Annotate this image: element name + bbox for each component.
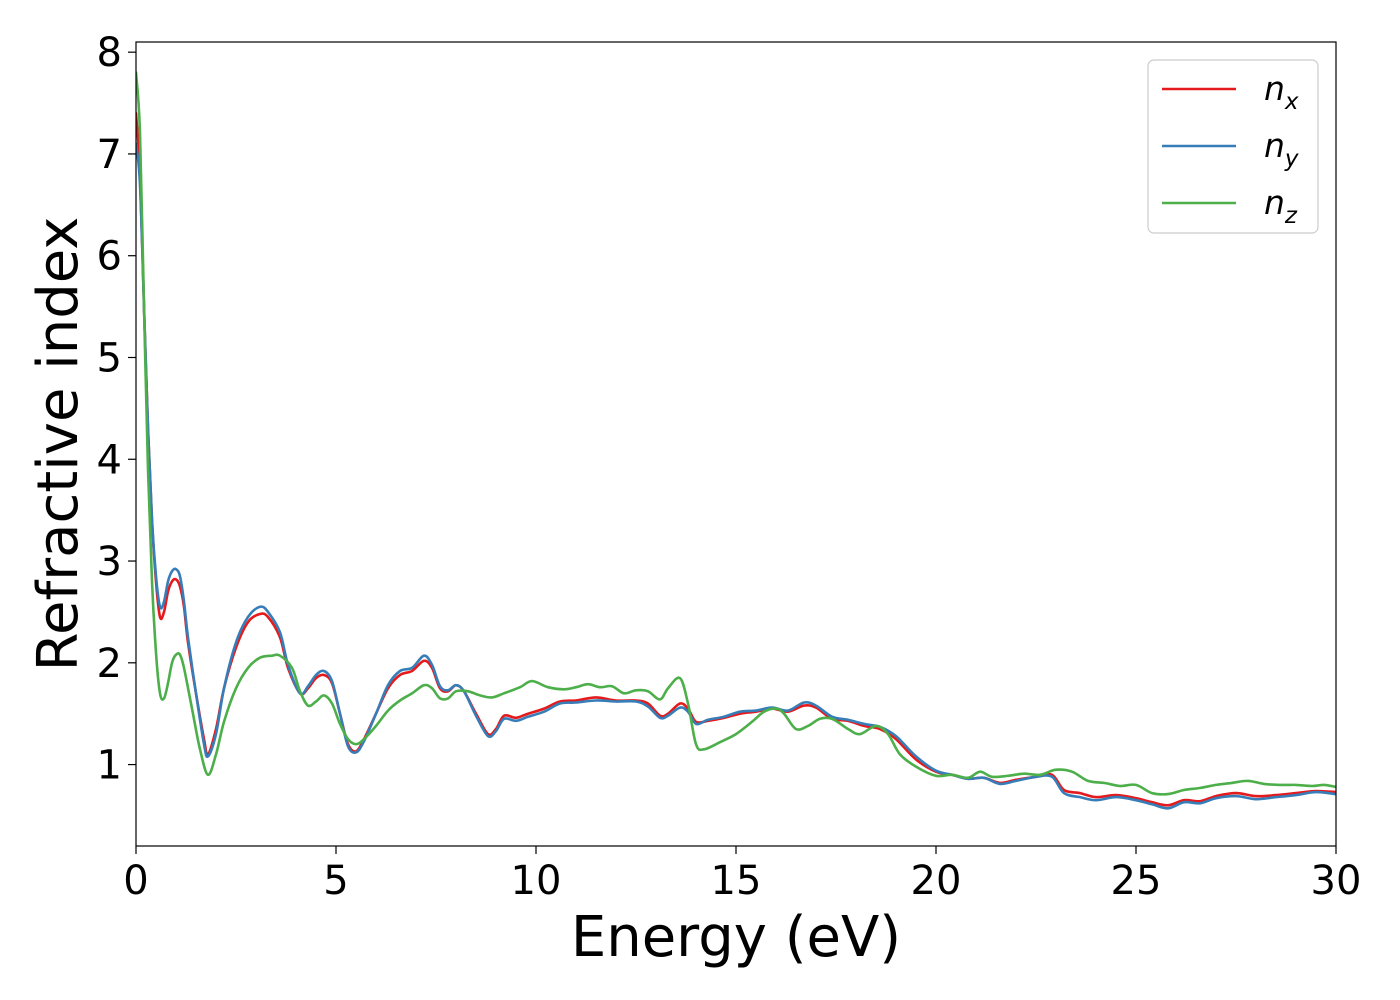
x-tick-label: 15 bbox=[711, 858, 762, 904]
series-line-ny bbox=[136, 142, 1336, 810]
x-tick-label: 25 bbox=[1111, 858, 1162, 904]
y-tick-label: 4 bbox=[97, 437, 122, 483]
y-tick-label: 1 bbox=[97, 743, 122, 789]
x-tick-label: 0 bbox=[123, 858, 148, 904]
plot-curves bbox=[136, 71, 1336, 810]
x-tick-label: 20 bbox=[911, 858, 962, 904]
x-tick-label: 10 bbox=[511, 858, 562, 904]
series-line-nz bbox=[136, 71, 1336, 796]
y-tick-label: 3 bbox=[97, 539, 122, 585]
x-tick-label: 30 bbox=[1311, 858, 1362, 904]
y-tick-label: 7 bbox=[97, 132, 122, 178]
x-axis: 0 5 10 15 20 25 30 bbox=[123, 846, 1361, 904]
y-axis: 1 2 3 4 5 6 7 8 bbox=[97, 30, 136, 789]
y-axis-label: Refractive index bbox=[26, 217, 91, 672]
x-axis-label: Energy (eV) bbox=[571, 905, 901, 970]
y-tick-label: 8 bbox=[97, 30, 122, 76]
y-tick-label: 5 bbox=[97, 335, 122, 381]
y-tick-label: 6 bbox=[97, 234, 122, 280]
y-tick-label: 2 bbox=[97, 641, 122, 687]
x-tick-label: 5 bbox=[323, 858, 348, 904]
